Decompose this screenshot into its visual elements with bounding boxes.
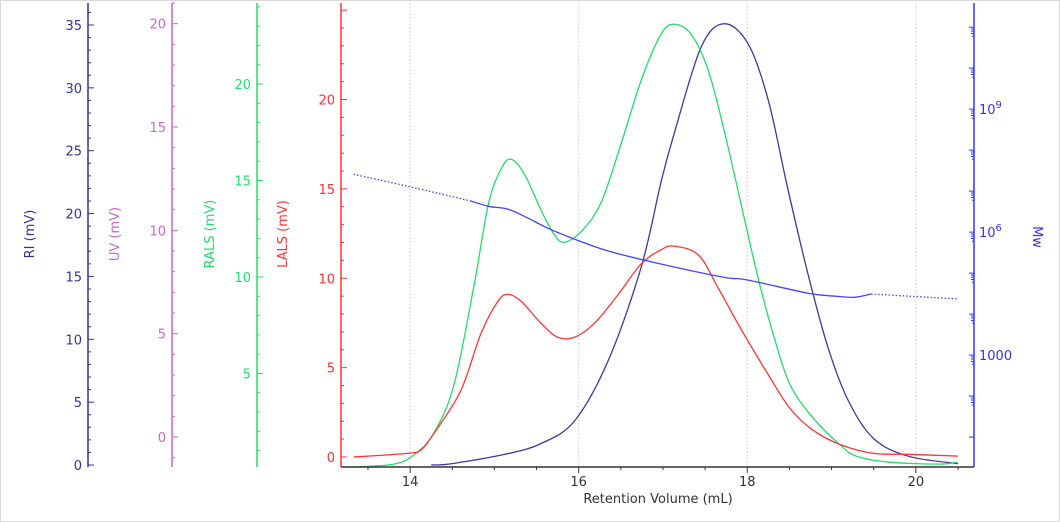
- x-tick-label: 14: [402, 475, 419, 490]
- ri-tick-label: 25: [65, 145, 82, 160]
- uv-axis-title: UV (mV): [108, 207, 123, 261]
- ri-tick-label: 35: [65, 19, 82, 34]
- uv-tick-label: 0: [158, 431, 166, 446]
- ri-tick-label: 5: [74, 396, 82, 411]
- mw-series-extrapolated-start: [353, 173, 471, 202]
- uv-tick-label: 10: [149, 224, 166, 239]
- x-tick-label: 16: [570, 475, 587, 490]
- rals-tick-label: 5: [243, 367, 251, 382]
- lals-axis-title: LALS (mV): [276, 200, 291, 268]
- plot-area: [353, 23, 959, 468]
- lals-tick-label: 5: [327, 362, 335, 377]
- ri-tick-label: 30: [65, 82, 82, 97]
- mw-series-extrapolated-end: [871, 293, 959, 300]
- ri-series: [431, 23, 959, 466]
- lals-series: [353, 245, 959, 458]
- x-tick-label: 20: [908, 475, 925, 490]
- uv-tick-label: 15: [149, 121, 166, 136]
- ri-tick-label: 10: [65, 333, 82, 348]
- x-tick-label: 18: [739, 475, 756, 490]
- lals-tick-label: 10: [318, 272, 335, 287]
- uv-tick-label: 5: [158, 328, 166, 343]
- mw-axis-title: Mw: [1029, 226, 1044, 248]
- ri-tick-label: 15: [65, 270, 82, 285]
- rals-tick-label: 20: [234, 78, 251, 93]
- ri-tick-label: 0: [74, 459, 82, 474]
- ri-tick-label: 20: [65, 208, 82, 223]
- mw-tick-label: 109: [979, 100, 1002, 118]
- mw-tick-label: 1000: [979, 349, 1012, 364]
- axes: 14 16 18 20 0 5 10 15 20 25 30 35 RI (mV) 0 5 10 15 20 UV …: [23, 2, 1044, 490]
- rals-series: [353, 23, 958, 468]
- rals-axis-title: RALS (mV): [203, 200, 218, 269]
- rals-tick-label: 15: [234, 174, 251, 189]
- mw-tick-label: 106: [979, 223, 1002, 241]
- rals-tick-label: 10: [234, 271, 251, 286]
- ri-axis-title: RI (mV): [23, 210, 38, 259]
- x-axis-title: Retention Volume (mL): [583, 492, 732, 507]
- grid: [409, 3, 917, 467]
- uv-tick-label: 20: [149, 18, 166, 33]
- lals-tick-label: 20: [318, 94, 335, 109]
- mw-series: [470, 200, 872, 299]
- lals-tick-label: 0: [327, 451, 335, 466]
- lals-tick-label: 15: [318, 183, 335, 198]
